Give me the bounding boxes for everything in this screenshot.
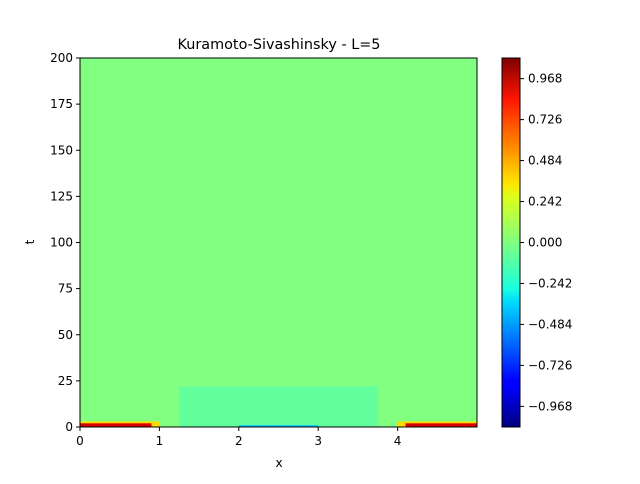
colorbar-gradient [501,57,521,428]
colorbar-tick-label: −0.484 [528,317,572,331]
colorbar-tick-label: −0.968 [528,399,572,413]
y-tick-label: 150 [50,143,73,157]
x-tick-label: 0 [76,434,84,448]
y-tick-label: 50 [58,328,73,342]
x-tick-label: 3 [314,434,322,448]
x-tick-label: 2 [235,434,243,448]
colorbar-tick-label: 0.242 [528,195,562,209]
y-tick-label: 75 [58,282,73,296]
heatmap-cell [179,386,378,427]
chart-title: Kuramoto-Sivashinsky - L=5 [178,37,381,53]
y-tick-label: 125 [50,189,73,203]
y-axis-label: t [23,239,37,244]
y-tick-label: 200 [50,51,73,65]
x-axis: 0 1 2 3 4 [76,427,401,448]
y-tick-label: 175 [50,97,73,111]
x-tick-label: 4 [394,434,402,448]
colorbar-tick-label: 0.726 [528,113,562,127]
y-tick-label: 25 [58,374,73,388]
colorbar-tick-label: 0.000 [528,236,562,250]
colorbar-tick-label: 0.968 [528,72,562,86]
colorbar-tick-label: −0.726 [528,358,572,372]
y-tick-label: 100 [50,236,73,250]
x-tick-label: 1 [156,434,164,448]
y-tick-label: 0 [65,420,73,434]
colorbar-ticks: 0.968 0.726 0.484 0.242 0.000 −0.242 −0.484 −0.… [520,72,572,413]
x-axis-label: x [275,456,282,470]
heatmap-cell [80,423,152,427]
colorbar: 0.968 0.726 0.484 0.242 0.000 −0.242 −0.484 −0.… [501,57,572,428]
colorbar-tick-label: 0.484 [528,154,562,168]
plot-area [80,58,477,427]
heatmap-cell [238,425,319,427]
heatmap-background [80,58,477,427]
y-axis: 0 25 50 75 100 125 150 175 200 [50,51,80,434]
heatmap-cell [405,423,477,427]
colorbar-tick-label: −0.242 [528,276,572,290]
